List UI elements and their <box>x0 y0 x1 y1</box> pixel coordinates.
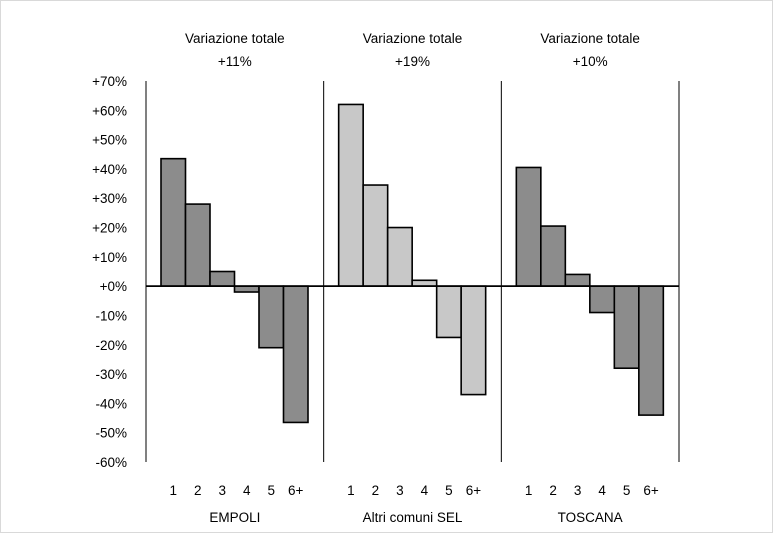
x-tick-label: 3 <box>396 483 404 498</box>
y-tick-label: -60% <box>95 455 127 470</box>
bar-toscana-1 <box>515 166 542 287</box>
x-tick-label: 5 <box>267 483 275 498</box>
bar-empoli-1 <box>160 157 187 287</box>
y-tick-label: -50% <box>95 426 127 441</box>
bar-altri-comuni-sel-6+ <box>460 285 487 396</box>
y-tick-label: +60% <box>92 103 127 118</box>
y-tick-label: -20% <box>95 338 127 353</box>
x-tick-label: 2 <box>194 483 202 498</box>
bar-altri-comuni-sel-3 <box>386 226 413 287</box>
y-tick-label: +10% <box>92 250 127 265</box>
y-tick-label: -10% <box>95 308 127 323</box>
bar-toscana-3 <box>564 273 591 287</box>
bar-empoli-6+ <box>282 285 309 424</box>
panel-header-total: +19% <box>395 54 430 69</box>
bar-toscana-5 <box>613 285 640 370</box>
x-tick-label: 1 <box>525 483 533 498</box>
bar-empoli-3 <box>209 270 236 287</box>
x-tick-label: 5 <box>623 483 631 498</box>
bar-empoli-5 <box>258 285 285 349</box>
y-tick-label: -40% <box>95 396 127 411</box>
bar-toscana-2 <box>540 225 567 287</box>
bar-toscana-6+ <box>638 285 665 416</box>
panel-header-title: Variazione totale <box>185 31 285 46</box>
panel-header-title: Variazione totale <box>363 31 463 46</box>
panel-header-total: +11% <box>218 54 252 69</box>
x-tick-label: 1 <box>347 483 355 498</box>
bar-empoli-2 <box>184 203 211 287</box>
x-tick-label: 3 <box>218 483 226 498</box>
x-tick-label: 4 <box>598 483 606 498</box>
bar-altri-comuni-sel-2 <box>362 184 389 287</box>
bar-altri-comuni-sel-1 <box>337 103 364 287</box>
x-tick-label: 5 <box>445 483 453 498</box>
panel-label: TOSCANA <box>558 510 623 525</box>
y-tick-label: +70% <box>92 74 127 89</box>
x-tick-label: 4 <box>421 483 429 498</box>
y-tick-label: +20% <box>92 221 127 236</box>
y-tick-label: +50% <box>92 133 127 148</box>
panel-header-title: Variazione totale <box>540 31 640 46</box>
x-tick-label: 3 <box>574 483 582 498</box>
y-tick-label: -30% <box>95 367 127 382</box>
x-tick-label: 1 <box>169 483 177 498</box>
x-tick-label: 4 <box>243 483 251 498</box>
y-tick-label: +40% <box>92 162 127 177</box>
panel-header-total: +10% <box>573 54 608 69</box>
x-tick-label: 6+ <box>288 483 304 498</box>
panel-label: Altri comuni SEL <box>363 510 463 525</box>
y-tick-label: +30% <box>92 191 127 206</box>
bar-altri-comuni-sel-5 <box>435 285 462 339</box>
x-tick-label: 6+ <box>466 483 482 498</box>
bar-toscana-4 <box>589 285 616 314</box>
x-tick-label: 6+ <box>643 483 659 498</box>
x-tick-label: 2 <box>372 483 380 498</box>
y-tick-label: +0% <box>100 279 127 294</box>
x-tick-label: 2 <box>549 483 557 498</box>
panel-label: EMPOLI <box>209 510 260 525</box>
